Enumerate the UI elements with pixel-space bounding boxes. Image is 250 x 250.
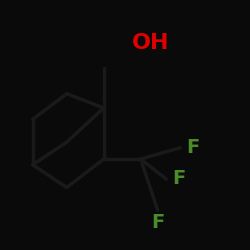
Text: F: F bbox=[151, 213, 164, 232]
Text: OH: OH bbox=[132, 32, 170, 52]
Text: F: F bbox=[172, 170, 185, 188]
Text: F: F bbox=[186, 138, 199, 157]
